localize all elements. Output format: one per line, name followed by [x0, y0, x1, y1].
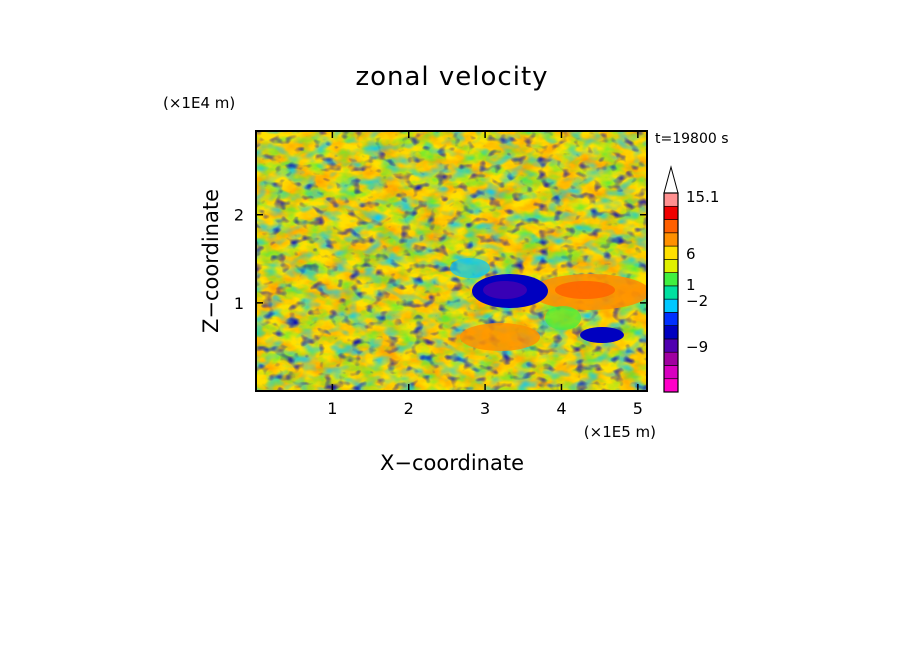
y-tick-label: 1: [234, 294, 244, 313]
colorbar-swatch: [663, 205, 679, 220]
colorbar-swatch: [663, 325, 679, 340]
positive-core: [460, 323, 540, 351]
time-label: t=19800 s: [655, 131, 729, 147]
negative-lower-cell: [580, 327, 624, 343]
x-axis: 1 2 3 4 5: [327, 131, 643, 418]
colorbar-swatch: [663, 219, 679, 234]
colorbar-swatch: [663, 298, 679, 313]
colorbar-swatch: [663, 272, 679, 287]
x-tick-label: 4: [556, 399, 566, 418]
x-scale-label: (×1E5 m): [584, 423, 656, 441]
x-tick-label: 1: [327, 399, 337, 418]
colorbar-swatch: [663, 365, 679, 380]
chart-title: zonal velocity: [355, 62, 548, 92]
colorbar-swatch: [663, 232, 679, 247]
colorbar-label: 15.1: [686, 188, 719, 206]
colorbar-label: −2: [686, 292, 708, 310]
colorbar-swatch: [663, 378, 679, 393]
x-tick-label: 5: [633, 399, 643, 418]
colorbar-swatch: [663, 192, 679, 207]
colorbar-swatch: [663, 312, 679, 326]
colorbar: 15.1 6 1−2 −9: [663, 165, 719, 393]
colorbar-swatch: [663, 351, 679, 366]
colorbar-label: −9: [686, 338, 708, 356]
colorbar-label: 1: [686, 276, 696, 294]
colorbar-swatch: [663, 338, 679, 353]
colorbar-swatch: [663, 259, 679, 273]
x-axis-label: X−coordinate: [380, 451, 524, 475]
colorbar-swatch: [663, 245, 679, 260]
y-tick-label: 2: [234, 206, 244, 225]
colorbar-extend-arrow: [663, 165, 679, 194]
x-tick-label: 3: [480, 399, 490, 418]
plot-frame: [255, 130, 648, 392]
colorbar-frame: [663, 192, 679, 393]
y-axis: 12: [234, 206, 647, 313]
y-scale-label: (×1E4 m): [163, 94, 235, 112]
heatmap-field: [256, 131, 647, 391]
colorbar-label: 6: [686, 245, 696, 263]
colorbar-swatch: [663, 285, 679, 300]
y-axis-label: Z−coordinate: [199, 189, 223, 333]
x-tick-label: 2: [404, 399, 414, 418]
